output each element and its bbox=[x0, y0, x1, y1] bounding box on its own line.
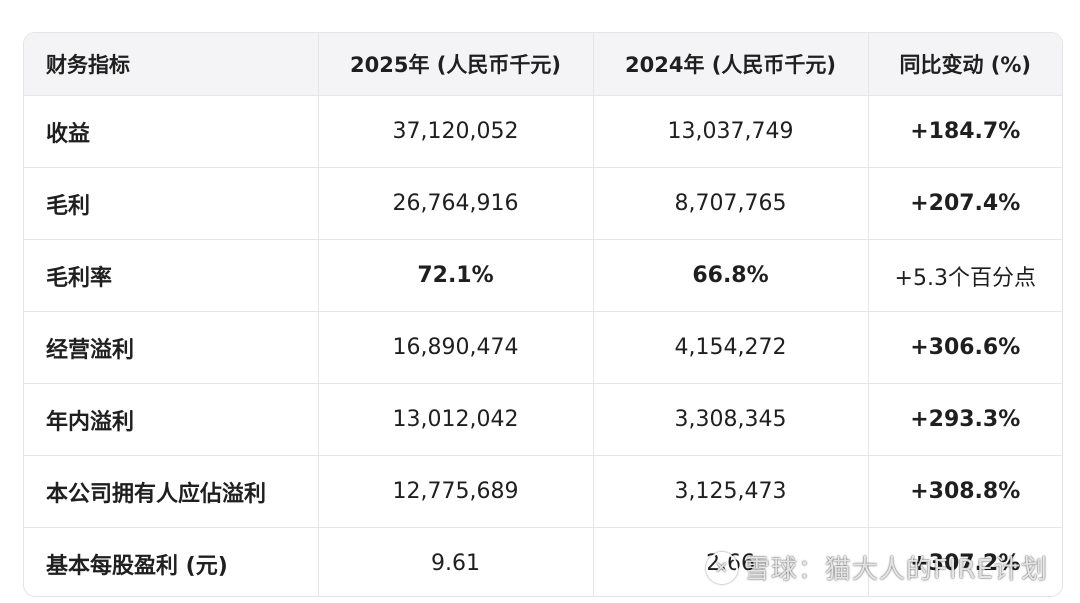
value-2024: 13,037,749 bbox=[593, 95, 869, 168]
table-row: 基本每股盈利 (元) 9.61 2.66 +307.2% bbox=[24, 527, 1062, 596]
row-label: 经营溢利 bbox=[24, 311, 319, 384]
watermark-text: 雪球：猫大人的FIRE计划 bbox=[743, 555, 1048, 585]
value-2025: 12,775,689 bbox=[318, 455, 594, 528]
value-2025: 13,012,042 bbox=[318, 383, 594, 456]
value-2024: 3,125,473 bbox=[593, 455, 869, 528]
value-2025: 37,120,052 bbox=[318, 95, 594, 168]
row-label: 毛利 bbox=[24, 167, 319, 240]
value-2024: 66.8% bbox=[593, 239, 869, 312]
table-header-row: 财务指标 2025年 (人民币千元) 2024年 (人民币千元) 同比变动 (%… bbox=[24, 33, 1062, 96]
value-2024: 4,154,272 bbox=[593, 311, 869, 384]
row-label: 毛利率 bbox=[24, 239, 319, 312]
value-2024: 8,707,765 bbox=[593, 167, 869, 240]
watermark: ✕ 雪球：猫大人的FIRE计划 bbox=[705, 549, 1048, 586]
value-2025: 72.1% bbox=[318, 239, 594, 312]
value-change: +5.3个百分点 bbox=[868, 239, 1062, 312]
value-2025: 26,764,916 bbox=[318, 167, 594, 240]
value-change: +306.6% bbox=[868, 311, 1062, 384]
value-change: +293.3% bbox=[868, 383, 1062, 456]
table-row: 本公司拥有人应佔溢利 12,775,689 3,125,473 +308.8% bbox=[24, 455, 1062, 528]
financial-table-container: 财务指标 2025年 (人民币千元) 2024年 (人民币千元) 同比变动 (%… bbox=[23, 32, 1063, 597]
financial-table: 财务指标 2025年 (人民币千元) 2024年 (人民币千元) 同比变动 (%… bbox=[24, 33, 1062, 596]
row-label: 收益 bbox=[24, 95, 319, 168]
row-label: 年内溢利 bbox=[24, 383, 319, 456]
value-change: +184.7% bbox=[868, 95, 1062, 168]
table-row: 收益 37,120,052 13,037,749 +184.7% bbox=[24, 95, 1062, 168]
snowball-logo-icon: ✕ bbox=[705, 551, 738, 584]
value-change: +207.4% bbox=[868, 167, 1062, 240]
header-2024: 2024年 (人民币千元) bbox=[593, 33, 869, 96]
value-change: +307.2% bbox=[910, 551, 1021, 576]
header-2025: 2025年 (人民币千元) bbox=[318, 33, 594, 96]
table-row: 毛利率 72.1% 66.8% +5.3个百分点 bbox=[24, 239, 1062, 312]
value-2025: 16,890,474 bbox=[318, 311, 594, 384]
header-change: 同比变动 (%) bbox=[868, 33, 1062, 96]
value-change: +308.8% bbox=[868, 455, 1062, 528]
table-row: 毛利 26,764,916 8,707,765 +207.4% bbox=[24, 167, 1062, 240]
row-label: 基本每股盈利 (元) bbox=[24, 527, 319, 596]
value-2025: 9.61 bbox=[318, 527, 594, 596]
header-metric: 财务指标 bbox=[24, 33, 319, 96]
table-row: 经营溢利 16,890,474 4,154,272 +306.6% bbox=[24, 311, 1062, 384]
row-label: 本公司拥有人应佔溢利 bbox=[24, 455, 319, 528]
value-2024: 3,308,345 bbox=[593, 383, 869, 456]
table-row: 年内溢利 13,012,042 3,308,345 +293.3% bbox=[24, 383, 1062, 456]
